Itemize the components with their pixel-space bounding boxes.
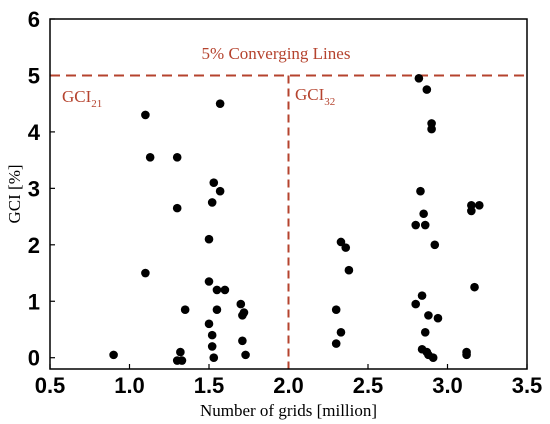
data-point [180, 305, 190, 315]
data-point [470, 282, 479, 292]
data-point [220, 285, 230, 295]
data-point [176, 347, 185, 357]
data-point [331, 339, 341, 348]
data-point [212, 285, 222, 295]
data-point [428, 353, 438, 363]
y-tick-label: 6 [28, 7, 40, 32]
x-axis-label: Number of grids [million] [200, 401, 377, 420]
data-point [209, 178, 219, 188]
y-tick-label: 1 [28, 289, 40, 314]
data-point [204, 234, 214, 244]
x-tick-label: 2.0 [273, 373, 304, 398]
data-point [239, 308, 249, 317]
data-point [420, 328, 430, 337]
data-point [204, 319, 214, 329]
x-tick-label: 2.5 [353, 373, 384, 398]
data-point [207, 198, 217, 207]
gci32-main: GCI [295, 85, 325, 104]
data-point [331, 305, 341, 315]
data-point [427, 124, 436, 134]
data-point [204, 277, 214, 286]
y-tick-label: 2 [28, 233, 40, 258]
data-point [341, 243, 351, 252]
data-point [207, 330, 217, 340]
gci21-subscript: 21 [91, 98, 102, 110]
data-point [336, 328, 346, 337]
data-point [172, 203, 182, 213]
data-point [433, 313, 443, 323]
data-point [416, 186, 425, 196]
gci32-subscript: 32 [324, 96, 335, 108]
gci21-annotation: GCI21 [62, 87, 102, 110]
y-tick-label: 5 [28, 63, 40, 88]
y-tick-label: 4 [28, 120, 41, 145]
x-tick-label: 0.5 [35, 373, 66, 398]
data-point [209, 353, 219, 363]
data-point [430, 240, 440, 250]
data-point [420, 220, 430, 230]
data-point [141, 110, 150, 120]
data-point [215, 99, 225, 108]
plot-layer: 0.5 1.0 1.5 2.0 2.5 3.0 3.5 0 1 2 3 4 5 6 [28, 7, 543, 398]
data-point [462, 350, 471, 360]
data-point [236, 299, 246, 309]
data-point [422, 85, 432, 94]
plot-frame [49, 18, 528, 370]
data-point [241, 350, 250, 360]
data-point [417, 291, 427, 300]
data-point [177, 356, 187, 365]
data-point [109, 350, 118, 360]
data-point [212, 305, 222, 315]
data-point [467, 200, 476, 210]
data-point [207, 342, 217, 351]
x-tick-label: 3.5 [512, 373, 543, 398]
x-tick-label: 1.5 [194, 373, 225, 398]
data-point [344, 265, 354, 275]
data-point [414, 73, 424, 83]
data-point [238, 336, 247, 346]
converging-lines-annotation: 5% Converging Lines [202, 44, 351, 63]
data-point [141, 268, 150, 278]
y-axis-label: GCI [%] [5, 164, 24, 223]
data-point [336, 237, 346, 247]
data-point [172, 153, 182, 162]
data-point [145, 153, 155, 162]
gci21-main: GCI [62, 87, 92, 106]
x-tick-label: 3.0 [432, 373, 463, 398]
y-tick-label: 3 [28, 176, 40, 201]
data-point [424, 311, 433, 320]
gci32-annotation: GCI32 [295, 85, 335, 108]
data-point [419, 209, 428, 219]
y-tick-label: 0 [28, 346, 40, 371]
data-point [215, 186, 225, 196]
data-point [411, 299, 421, 309]
data-point [475, 200, 484, 210]
data-point [411, 220, 421, 230]
x-tick-label: 1.0 [114, 373, 145, 398]
